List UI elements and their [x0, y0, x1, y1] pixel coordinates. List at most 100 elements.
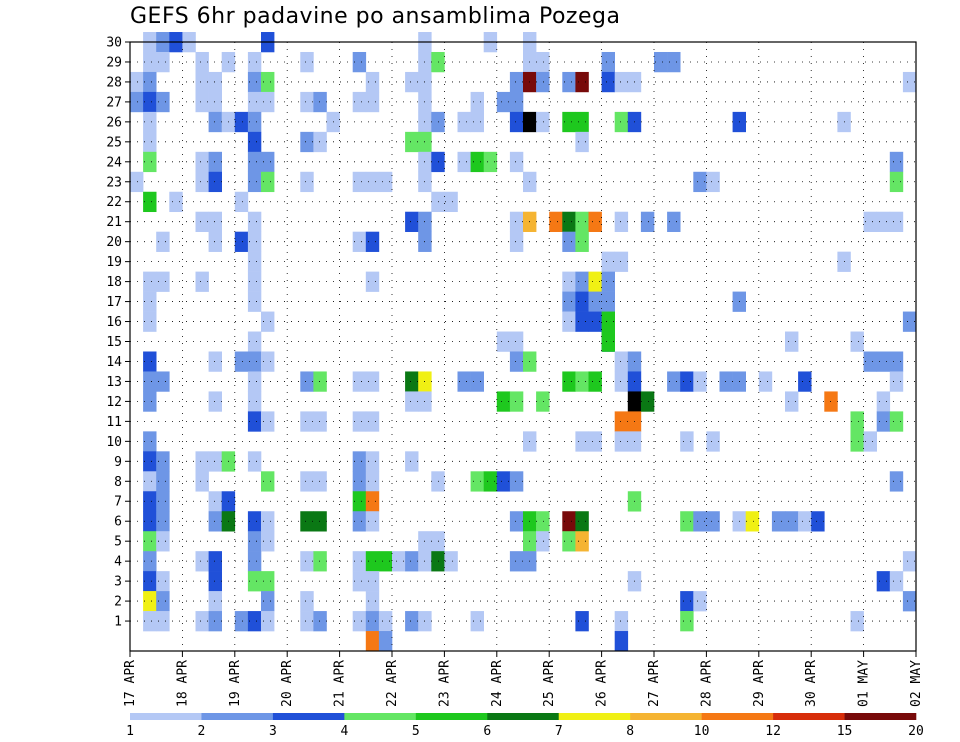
heatmap-cell [313, 471, 327, 492]
heatmap-cell [483, 151, 498, 173]
heatmap-cell [863, 351, 877, 372]
heatmap-cell [693, 371, 707, 392]
heatmap-cell [378, 631, 393, 652]
heatmap-cell [195, 151, 209, 173]
heatmap-cell [536, 71, 550, 93]
colorbar-label: 12 [765, 724, 781, 739]
heatmap-cell [588, 371, 602, 392]
heatmap-cell [247, 271, 262, 292]
colorbar-label: 6 [483, 724, 491, 739]
heatmap-cell [195, 211, 209, 232]
heatmap-cell [143, 71, 157, 93]
heatmap-cell [575, 231, 589, 252]
y-tick-label: 19 [106, 255, 122, 270]
heatmap-cell [247, 571, 262, 592]
heatmap-cell [208, 611, 222, 632]
heatmap-cell [614, 251, 629, 272]
heatmap-cell [143, 611, 157, 632]
heatmap-cell [130, 91, 144, 113]
heatmap-cell [392, 551, 406, 572]
heatmap-cell [575, 211, 589, 232]
heatmap-cell [208, 591, 222, 612]
heatmap-cell [143, 271, 157, 292]
heatmap-cell [195, 51, 209, 73]
x-tick-label: 21 APR [333, 660, 348, 707]
heatmap-cell [509, 231, 524, 252]
y-tick-label: 5 [114, 535, 122, 550]
heatmap-cell [261, 351, 275, 372]
x-tick-label: 26 APR [595, 660, 610, 707]
heatmap-cell [143, 431, 157, 452]
heatmap-cell [536, 511, 550, 532]
heatmap-cell [195, 611, 209, 632]
colorbar-label: 15 [837, 724, 853, 739]
y-tick-label: 20 [106, 235, 122, 250]
heatmap-cell [758, 371, 773, 392]
heatmap-cell [850, 611, 864, 632]
heatmap-cell [601, 271, 615, 292]
heatmap-cell [575, 291, 589, 312]
heatmap-cell [365, 271, 380, 292]
heatmap-cell [352, 51, 367, 73]
heatmap-cell [143, 311, 157, 332]
heatmap-cell [261, 531, 275, 552]
heatmap-cell [247, 151, 262, 173]
colorbar-segment [487, 713, 560, 720]
heatmap-cell [575, 111, 589, 133]
colorbar-segment [630, 713, 702, 720]
heatmap-cell [261, 511, 275, 532]
y-tick-label: 1 [114, 615, 122, 630]
heatmap-cell [575, 611, 589, 632]
heatmap-cell [509, 391, 524, 412]
heatmap-cell [143, 151, 157, 173]
heatmap-cell [143, 191, 157, 213]
colorbar-label: 4 [340, 724, 348, 739]
y-tick-label: 11 [106, 415, 122, 430]
y-tick-label: 3 [114, 575, 122, 590]
heatmap-cell [247, 371, 262, 392]
y-tick-label: 29 [106, 55, 122, 70]
y-tick-label: 13 [106, 375, 122, 390]
heatmap-cell [208, 211, 222, 232]
heatmap-cell [300, 371, 314, 392]
heatmap-cell [889, 571, 904, 592]
heatmap-cell [261, 91, 275, 113]
heatmap-cell [575, 71, 589, 93]
heatmap-cell [693, 591, 707, 612]
heatmap-cell [575, 531, 589, 552]
heatmap-cell [247, 551, 262, 572]
heatmap-cell [352, 171, 367, 193]
heatmap-cell [143, 531, 157, 552]
heatmap-cell [509, 71, 524, 93]
heatmap-cell [234, 231, 249, 252]
heatmap-cell [876, 351, 891, 372]
colorbar-label: 10 [694, 724, 710, 739]
heatmap-cell [247, 251, 262, 272]
heatmap-cell [575, 371, 589, 392]
y-tick-label: 14 [106, 355, 122, 370]
heatmap-cell [811, 511, 825, 532]
heatmap-cell [143, 371, 157, 392]
heatmap-cell [247, 211, 262, 232]
heatmap-cell [234, 111, 249, 133]
heatmap-cell [562, 511, 576, 532]
heatmap-cell [247, 451, 262, 472]
heatmap-cell [470, 471, 484, 492]
heatmap-cell [850, 331, 864, 352]
heatmap-cell [889, 211, 904, 232]
heatmap-cell [876, 411, 891, 432]
heatmap-cell [889, 351, 904, 372]
heatmap-cell [300, 591, 314, 612]
heatmap-cell [575, 431, 589, 452]
heatmap-cell [195, 91, 209, 113]
heatmap-cell [588, 431, 602, 452]
x-tick-label: 18 APR [175, 660, 190, 707]
heatmap-cell [156, 531, 170, 552]
heatmap-cell [365, 551, 380, 572]
heatmap-cell [496, 471, 511, 492]
heatmap-cell [601, 71, 615, 93]
heatmap-cell [300, 51, 314, 73]
y-tick-label: 27 [106, 95, 122, 110]
heatmap-cell [902, 551, 917, 572]
heatmap-cell [483, 471, 498, 492]
